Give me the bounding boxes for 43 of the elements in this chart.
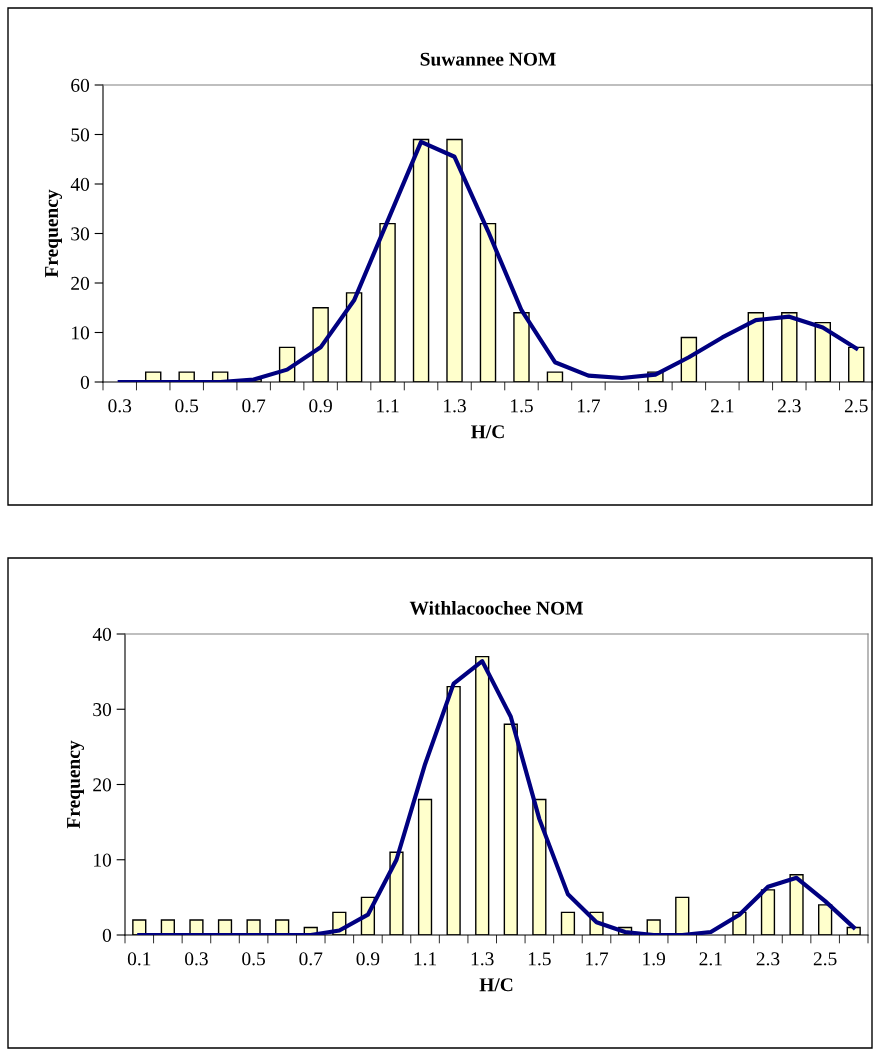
x-tick-label: 2.1 — [711, 399, 734, 413]
x-tick-label: 0.9 — [356, 952, 380, 966]
chart-title: Suwannee NOM — [420, 52, 556, 66]
x-tick-label: 1.7 — [577, 399, 601, 413]
x-tick-label: 1.3 — [444, 399, 466, 413]
x-tick-label: 0.5 — [242, 952, 265, 966]
x-tick-label: 2.5 — [844, 399, 868, 413]
x-tick-label: 1.9 — [643, 952, 666, 966]
y-tick-label: 60 — [71, 78, 90, 92]
y-tick-label: 0 — [102, 928, 112, 942]
x-tick-label: 1.7 — [586, 952, 609, 966]
x-tick-label: 0.1 — [127, 952, 151, 966]
x-tick-label: 1.1 — [414, 952, 437, 966]
x-tick-label: 2.1 — [699, 952, 722, 966]
y-tick-label: 40 — [70, 177, 90, 191]
y-tick-label: 30 — [71, 227, 90, 241]
x-tick-label: 0.7 — [299, 952, 323, 966]
x-tick-label: 2.5 — [813, 952, 837, 966]
y-axis-title: Frequency — [45, 189, 63, 278]
x-tick-label: 1.5 — [511, 399, 533, 413]
x-tick-label: 2.3 — [778, 399, 801, 413]
y-tick-label: 40 — [92, 627, 112, 641]
x-axis-title: H/C — [479, 978, 513, 992]
x-tick-label: 0.3 — [108, 399, 132, 413]
y-axis-title: Frequency — [67, 740, 85, 829]
x-tick-label: 2.3 — [756, 952, 780, 966]
y-tick-label: 50 — [71, 128, 90, 142]
x-tick-label: 1.9 — [644, 399, 667, 413]
y-tick-label: 10 — [94, 853, 112, 867]
y-tick-label: 0 — [80, 375, 90, 389]
x-axis-title: H/C — [471, 425, 504, 439]
chart-title: Withlacoochee NOM — [409, 601, 583, 615]
x-tick-label: 0.5 — [175, 399, 199, 413]
y-tick-label: 30 — [93, 703, 112, 717]
x-tick-label: 1.1 — [377, 399, 399, 413]
x-tick-label: 1.5 — [528, 952, 551, 966]
y-tick-label: 20 — [93, 778, 112, 792]
x-tick-label: 0.7 — [242, 399, 266, 413]
x-tick-label: 0.9 — [309, 399, 332, 413]
x-tick-label: 1.3 — [471, 952, 494, 966]
y-tick-label: 10 — [72, 326, 90, 340]
x-tick-label: 0.3 — [185, 952, 208, 966]
y-tick-label: 20 — [71, 276, 90, 290]
